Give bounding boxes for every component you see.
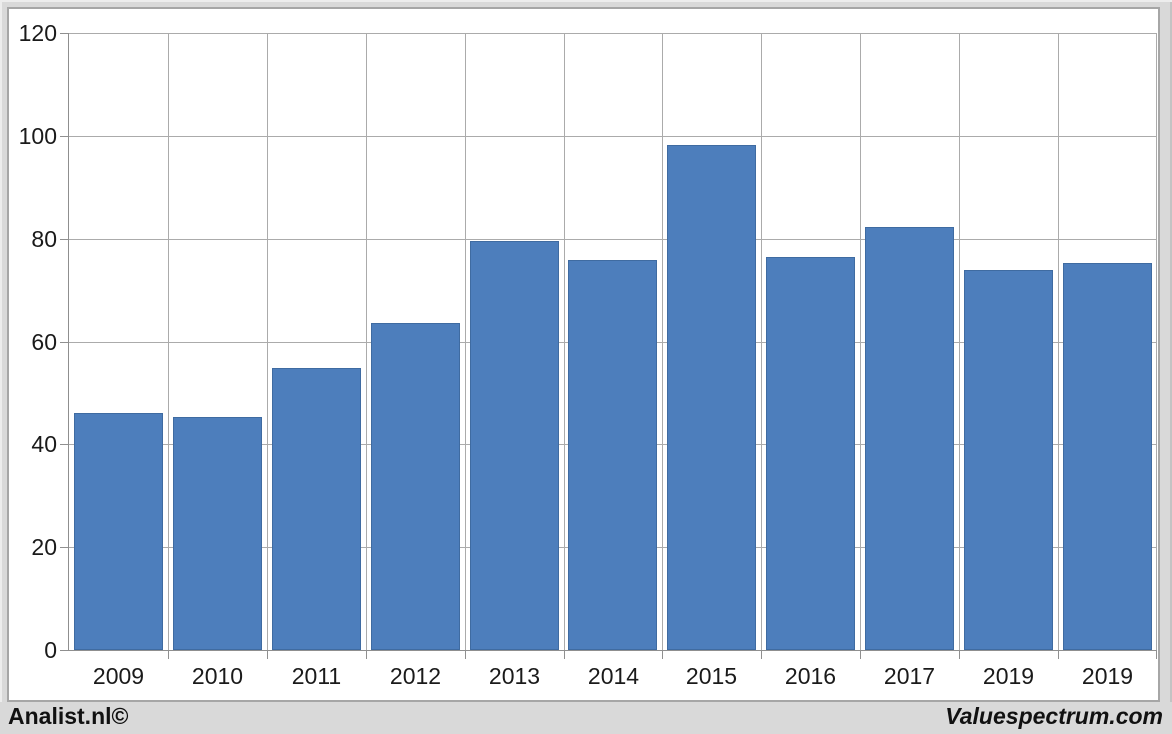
- y-axis-tick-20: [60, 547, 68, 548]
- x-axis-tick-5: [564, 651, 565, 659]
- x-axis-label-2013-4: 2013: [488, 663, 541, 689]
- gridline-vertical-4: [465, 33, 466, 650]
- x-axis-label-2011-2: 2011: [291, 663, 342, 689]
- gridline-vertical-7: [761, 33, 762, 650]
- plot-area: 0 20 40 60 80 100 120 2009 2010 2011 2012 2013 2014 2…: [19, 20, 1157, 689]
- x-axis-tick-6: [662, 651, 663, 659]
- x-axis-tick-10: [1058, 651, 1059, 659]
- x-axis-label-2009-0: 2009: [92, 663, 145, 689]
- bar-2010-1: [173, 417, 262, 650]
- y-axis-tick-100: [60, 136, 68, 137]
- x-axis-label-2019-10: 2019: [1081, 663, 1134, 689]
- bar-2015-6: [667, 145, 756, 650]
- x-axis-tick-4: [465, 651, 466, 659]
- gridline-vertical-2: [267, 33, 268, 650]
- x-axis-label-2012-3: 2012: [389, 663, 442, 689]
- bar-2019-9: [964, 270, 1053, 650]
- y-axis-tick-0: [60, 650, 68, 651]
- bar-2009-0: [74, 413, 163, 650]
- x-axis-label-2014-5: 2014: [587, 663, 640, 689]
- y-axis-tick-40: [60, 444, 68, 445]
- chart-panel: 0 20 40 60 80 100 120 2009 2010 2011 2012 2013 2014 2…: [7, 7, 1160, 702]
- x-axis-tick-3: [366, 651, 367, 659]
- bar-2011-2: [272, 368, 361, 650]
- x-axis-label-2010-1: 2010: [191, 663, 244, 689]
- y-axis-label-80: 80: [31, 226, 57, 252]
- bar-2013-4: [470, 241, 559, 650]
- gridline-vertical-8: [860, 33, 861, 650]
- bar-2014-5: [568, 260, 657, 650]
- y-axis-tick-120: [60, 33, 68, 34]
- x-axis-tick-7: [761, 651, 762, 659]
- x-axis-tick-2: [267, 651, 268, 659]
- gridline-vertical-11: [1156, 33, 1157, 650]
- gridline-horizontal-80: [69, 239, 1157, 240]
- bar-2017-8: [865, 227, 954, 650]
- y-axis-tick-60: [60, 342, 68, 343]
- gridline-horizontal-100: [69, 136, 1157, 137]
- footer-bar: Analist.nl© Valuespectrum.com: [0, 702, 1172, 734]
- gridline-vertical-3: [366, 33, 367, 650]
- y-axis-label-40: 40: [31, 431, 57, 457]
- gridline-horizontal-120: [69, 33, 1157, 34]
- gridline-vertical-10: [1058, 33, 1059, 650]
- x-axis-tick-9: [959, 651, 960, 659]
- y-axis-tick-80: [60, 239, 68, 240]
- y-axis-label-120: 120: [18, 20, 57, 46]
- bar-2016-7: [766, 257, 855, 650]
- bar-2012-3: [371, 323, 460, 650]
- y-axis-label-0: 0: [44, 637, 57, 663]
- x-axis-tick-1: [168, 651, 169, 659]
- gridline-vertical-9: [959, 33, 960, 650]
- footer-right-brand: Valuespectrum.com: [945, 703, 1163, 729]
- bar-2019-10: [1063, 263, 1152, 650]
- x-axis-label-2019-9: 2019: [982, 663, 1035, 689]
- gridline-vertical-1: [168, 33, 169, 650]
- x-axis-tick-8: [860, 651, 861, 659]
- x-axis-tick-11: [1156, 651, 1157, 659]
- x-axis-label-2015-6: 2015: [685, 663, 738, 689]
- y-axis-label-20: 20: [31, 534, 57, 560]
- y-axis-label-100: 100: [18, 123, 57, 149]
- x-axis-label-2017-8: 2017: [883, 663, 936, 689]
- y-axis-label-60: 60: [31, 329, 57, 355]
- gridline-vertical-6: [662, 33, 663, 650]
- gridline-vertical-5: [564, 33, 565, 650]
- footer-left-brand: Analist.nl©: [8, 703, 129, 729]
- x-axis-label-2016-7: 2016: [784, 663, 837, 689]
